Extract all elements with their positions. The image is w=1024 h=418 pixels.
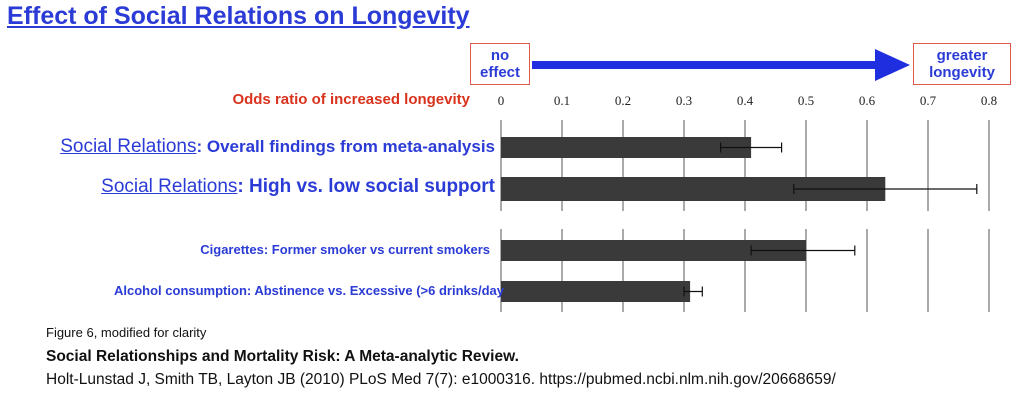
reference-title: Social Relationships and Mortality Risk:… [46, 348, 519, 365]
row-label-text: Alcohol consumption: Abstinence vs. Exce… [114, 283, 504, 298]
row-label-text: Cigarettes: Former smoker vs current smo… [200, 242, 490, 257]
x-tick-label: 0.5 [798, 93, 814, 108]
bar [501, 137, 752, 158]
x-tick-label: 0.7 [920, 93, 937, 108]
row-label-alcohol: Alcohol consumption: Abstinence vs. Exce… [114, 283, 504, 298]
x-tick-label: 0.3 [676, 93, 692, 108]
no-effect-label-1: no [490, 47, 510, 64]
x-tick-label: 0.8 [981, 93, 997, 108]
arrow-head [875, 49, 910, 81]
x-axis-title: Odds ratio of increased longevity [232, 91, 470, 108]
no-effect-box: no effect [470, 43, 530, 85]
row-label-text: : Overall findings from meta-analysis [196, 137, 495, 156]
greater-longevity-label-1: greater [936, 47, 988, 64]
x-tick-label: 0.2 [615, 93, 631, 108]
row-label-prefix: Social Relations [60, 136, 197, 157]
reference-citation: Holt-Lunstad J, Smith TB, Layton JB (201… [46, 371, 836, 388]
bars [501, 137, 886, 302]
x-tick-label: 0.1 [554, 93, 570, 108]
no-effect-label-2: effect [479, 64, 520, 81]
x-tick-label: 0 [498, 93, 505, 108]
page-title: Effect of Social Relations on Longevity [7, 2, 470, 30]
x-tick-label: 0.4 [737, 93, 754, 108]
x-tick-label: 0.6 [859, 93, 876, 108]
arrow-graphic [532, 49, 910, 81]
figure-caption: Figure 6, modified for clarity [46, 325, 207, 340]
greater-longevity-label-2: longevity [929, 64, 995, 81]
row-label-prefix: Social Relations [101, 176, 238, 197]
row-label-cigarettes: Cigarettes: Former smoker vs current smo… [200, 242, 490, 257]
row-label-high-low-support: Social Relations: High vs. low social su… [101, 176, 495, 198]
bar [501, 281, 691, 302]
greater-longevity-box: greater longevity [913, 43, 1011, 85]
tick-labels: 0 0.1 0.2 0.3 0.4 0.5 0.6 0.7 0.8 [498, 93, 997, 108]
error-bars [683, 142, 978, 297]
bar [501, 240, 806, 261]
row-label-overall: Social Relations: Overall findings from … [60, 136, 495, 158]
row-label-text: : High vs. low social support [237, 176, 495, 197]
